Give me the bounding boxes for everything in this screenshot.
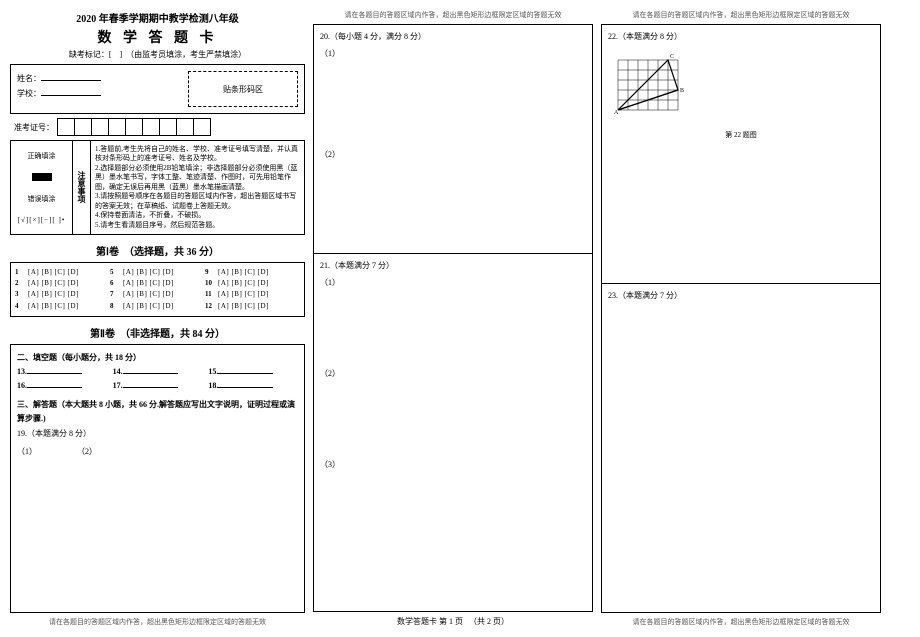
q19-label: 19.（本题满分 8 分） <box>17 427 298 441</box>
exam-id-row: 准考证号： <box>10 118 305 136</box>
correct-fill-label: 正确填涂 <box>28 151 56 161</box>
warning-top-2: 请在各题目的答题区域内作答，超出黑色矩形边框限定区域的答题无效 <box>313 10 593 20</box>
absent-note: 缺考标记：[ ] （由监考员填涂，考生严禁填涂） <box>10 49 305 60</box>
instruction-text: 1.答题前,考生先将自己的姓名、学校、准考证号填写清楚，并认真核对条形码上的准考… <box>91 141 304 234</box>
svg-text:B: B <box>680 88 684 94</box>
q21-label: 21.（本题满分 7 分） <box>320 260 586 271</box>
column-3: 请在各题目的答题区域内作答，超出黑色矩形边框限定区域的答题无效 22.（本题满分… <box>601 10 881 627</box>
svg-text:A: A <box>614 110 619 116</box>
warning-bottom-1: 请在各题目的答题区域内作答，超出黑色矩形边框限定区域的答题无效 <box>10 617 305 627</box>
barcode-area: 贴条形码区 <box>188 71 298 107</box>
q20-box: 20.（每小题 4 分，满分 8 分） （1） （2） <box>313 24 593 254</box>
q19-sub1: （1） <box>17 445 37 459</box>
wrong-fill-label: 错误填涂 <box>28 194 56 204</box>
page-footer: 数学答题卡 第 1 页 （共 2 页） <box>313 616 593 627</box>
exam-id-label: 准考证号： <box>14 122 54 133</box>
part1-heading: 第Ⅰ卷 （选择题，共 36 分） <box>10 243 305 258</box>
fill-sample: 正确填涂 错误填涂 [√][×][−][ ]• <box>11 141 73 234</box>
q22-diagram: A B C <box>608 50 688 120</box>
q23-label: 23.（本题满分 7 分） <box>608 290 874 301</box>
instruction-box: 正确填涂 错误填涂 [√][×][−][ ]• 注意事项 1.答题前,考生先将自… <box>10 140 305 235</box>
q21-sub1: （1） <box>320 277 586 288</box>
school-blank[interactable] <box>41 86 101 96</box>
student-info-left: 姓名： 学校： <box>17 71 180 107</box>
exam-id-boxes[interactable] <box>58 118 211 136</box>
warning-bottom-3: 请在各题目的答题区域内作答，超出黑色矩形边框限定区域的答题无效 <box>601 617 881 627</box>
q20-sub1: （1） <box>320 48 586 59</box>
school-label: 学校： <box>17 89 41 98</box>
svg-text:C: C <box>670 54 674 60</box>
notice-label: 注意事项 <box>73 141 91 234</box>
q21-sub3: （3） <box>320 459 586 470</box>
q23-box: 23.（本题满分 7 分） <box>601 283 881 613</box>
column-2: 请在各题目的答题区域内作答，超出黑色矩形边框限定区域的答题无效 20.（每小题 … <box>313 10 593 627</box>
card-subtitle: 数 学 答 题 卡 <box>10 27 305 47</box>
q20-sub2: （2） <box>320 149 586 160</box>
fill-and-solve-box: 二、填空题（每小题分，共 18 分） 13. 14. 15. 16. 17. 1… <box>10 344 305 613</box>
q22-box: 22.（本题满分 8 分） A B C 第 22 题图 <box>601 24 881 284</box>
name-label: 姓名： <box>17 74 41 83</box>
q21-box: 21.（本题满分 7 分） （1） （2） （3） <box>313 253 593 612</box>
q20-label: 20.（每小题 4 分，满分 8 分） <box>320 31 586 42</box>
correct-fill-icon <box>32 173 52 181</box>
q19-sub2: （2） <box>77 445 97 459</box>
q22-label: 22.（本题满分 8 分） <box>608 31 874 42</box>
solve-title: 三、解答题（本大题共 8 小题，共 66 分.解答题应写出文字说明，证明过程或演… <box>17 398 298 427</box>
exam-title: 2020 年春季学期期中教学检测八年级 <box>10 10 305 25</box>
name-blank[interactable] <box>41 71 101 81</box>
mc-box: 1[A] [B] [C] [D] 5[A] [B] [C] [D] 9[A] [… <box>10 262 305 317</box>
fill-title: 二、填空题（每小题分，共 18 分） <box>17 351 298 365</box>
diagram-label: 第 22 题图 <box>608 130 874 140</box>
column-1: 2020 年春季学期期中教学检测八年级 数 学 答 题 卡 缺考标记：[ ] （… <box>10 10 305 627</box>
q21-sub2: （2） <box>320 368 586 379</box>
wrong-fill-sample: [√][×][−][ ]• <box>18 216 66 224</box>
student-info-box: 姓名： 学校： 贴条形码区 <box>10 64 305 114</box>
warning-top-3: 请在各题目的答题区域内作答，超出黑色矩形边框限定区域的答题无效 <box>601 10 881 20</box>
part2-heading: 第Ⅱ卷 （非选择题，共 84 分） <box>10 325 305 340</box>
